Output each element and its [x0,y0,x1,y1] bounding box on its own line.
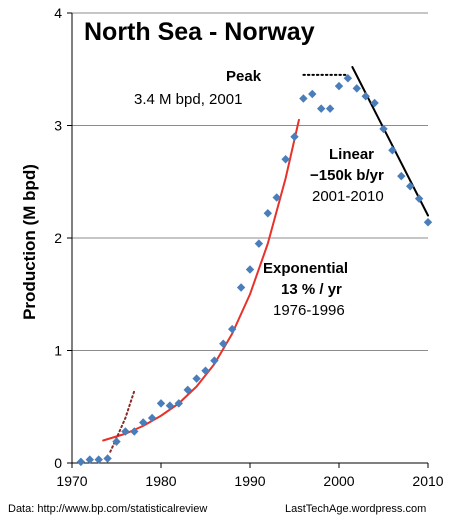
data-point [130,427,139,436]
fit-lines [102,66,429,453]
data-point [423,218,433,227]
data-point [343,74,353,83]
data-source: Data: http://www.bp.com/statisticalrevie… [8,503,207,515]
data-point [370,98,379,108]
data-point [325,104,335,113]
y-tick-label: 4 [54,5,62,21]
peak-detail: 3.4 M bpd, 2001 [134,91,242,108]
data-point [165,401,175,410]
data-point [94,455,103,464]
x-tick-label: 1970 [56,473,87,489]
data-point [308,89,317,99]
site-credit: LastTechAge.wordpress.com [285,503,426,515]
y-axis-label: Production (M bpd) [20,164,39,320]
data-point [228,324,237,334]
data-point [263,209,272,218]
linear-years: 2001-2010 [312,188,384,205]
x-tick-labels: 1970 1980 1990 2000 2010 [56,473,443,489]
axes [67,12,429,468]
data-point [414,194,424,203]
data-point [192,374,201,383]
y-tick-label: 3 [54,118,62,134]
data-point [352,84,361,93]
data-point [299,94,308,103]
y-tick-label: 2 [54,230,62,246]
y-tick-label: 1 [54,343,62,359]
data-point [317,104,326,113]
data-point [334,81,344,91]
data-point [76,457,86,467]
data-point [156,399,166,408]
data-point [85,455,94,464]
data-point [236,283,246,292]
data-point [183,385,192,395]
data-point [219,339,228,348]
data-point [112,437,121,446]
y-tick-labels: 0 1 2 3 4 [54,5,62,471]
data-point [210,356,219,365]
data-point [290,132,299,141]
peak-label: Peak [226,68,262,85]
data-point [121,427,130,436]
data-points [76,74,433,467]
linear-rate: −150k b/yr [310,167,384,184]
data-point [245,265,255,274]
chart-title: North Sea - Norway [84,18,315,46]
exponential-fit-line [102,118,300,442]
x-tick-label: 1980 [145,473,176,489]
data-point [388,146,397,155]
data-point [254,239,264,248]
linear-label: Linear [329,146,374,163]
x-tick-label: 2000 [323,473,354,489]
data-point [174,399,183,408]
data-point [379,124,388,134]
data-point [406,182,415,191]
data-point [201,366,210,375]
exponential-rate: 13 % / yr [281,281,342,298]
x-tick-label: 2010 [412,473,443,489]
data-point [281,155,290,164]
data-point [103,454,112,463]
grid-lines [72,12,428,351]
data-point [147,413,157,423]
data-point [361,92,370,101]
exponential-years: 1976-1996 [273,302,345,319]
data-point [139,418,148,427]
exponential-label: Exponential [263,260,348,277]
x-tick-label: 1990 [234,473,265,489]
y-tick-label: 0 [54,455,62,471]
data-point [272,193,281,202]
early-trend-line [109,390,136,453]
data-point [397,171,406,181]
linear-fit-line [351,66,429,217]
